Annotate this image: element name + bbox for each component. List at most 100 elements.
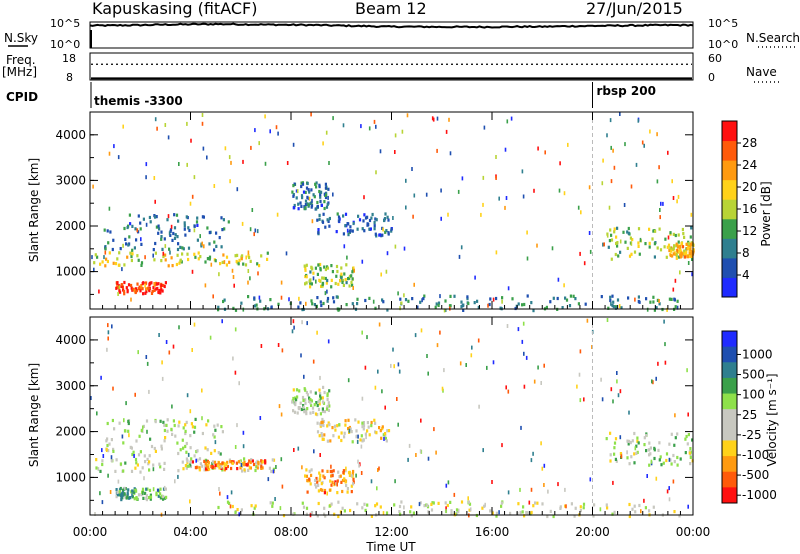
echo-cell [301, 501, 304, 505]
echo-cell [306, 202, 309, 206]
echo-cell [352, 221, 355, 226]
echo-cell [124, 495, 127, 499]
echo-cell [445, 506, 447, 511]
echo-cell [268, 466, 271, 470]
echo-cell [612, 305, 615, 309]
echo-cell [278, 404, 281, 409]
echo-cell [260, 464, 263, 468]
echo-cell [127, 488, 130, 492]
echo-cell [199, 255, 202, 259]
echo-cell [670, 432, 673, 436]
echo-cell [247, 269, 250, 273]
echo-cell [181, 460, 184, 464]
echo-cell [225, 466, 228, 471]
echo-cell [436, 116, 439, 121]
echo-cell [182, 467, 185, 471]
echo-cell [129, 496, 132, 500]
echo-cell [109, 230, 112, 234]
echo-cell [612, 148, 614, 153]
echo-cell [212, 294, 214, 299]
echo-cell [233, 283, 235, 288]
echo-cell [377, 369, 379, 374]
echo-cell [215, 244, 218, 248]
echo-cell [184, 423, 187, 427]
freq-tick-bottom: 8 [66, 71, 73, 84]
echo-cell [319, 375, 321, 380]
echo-cell [193, 224, 196, 228]
echo-cell [313, 303, 316, 307]
echo-cell [482, 448, 484, 453]
echo-cell [643, 143, 645, 148]
echo-cell [221, 319, 223, 324]
echo-cell [107, 449, 110, 453]
echo-cell [326, 491, 328, 496]
echo-cell [444, 501, 447, 505]
echo-cell [681, 227, 684, 232]
echo-cell [315, 401, 318, 405]
echo-cell [118, 285, 121, 290]
echo-cell [525, 355, 528, 360]
echo-cell [99, 491, 101, 496]
echo-cell [386, 308, 389, 312]
echo-cell [177, 242, 180, 246]
echo-cell [309, 270, 312, 274]
echo-cell [259, 416, 262, 420]
echo-cell [320, 420, 323, 425]
echo-cell [213, 466, 216, 470]
echo-cell [144, 255, 146, 260]
echo-cell [302, 404, 305, 408]
echo-cell [398, 510, 401, 514]
echo-cell [405, 178, 407, 183]
echo-cell [201, 113, 204, 117]
echo-cell [317, 231, 320, 235]
echo-cell [601, 181, 604, 186]
echo-cell [605, 437, 608, 441]
echo-cell [342, 123, 345, 128]
echo-cell [361, 396, 364, 401]
echo-cell [260, 459, 263, 463]
echo-cell [316, 204, 319, 209]
echo-cell [295, 388, 299, 392]
echo-cell [610, 238, 614, 242]
y-tick-label: 2000 [55, 425, 86, 439]
echo-cell [381, 298, 384, 302]
cpid-segment-themis: themis -3300 [94, 94, 183, 108]
echo-cell [580, 210, 582, 215]
velocity-colorbar-tick-label: -500 [742, 468, 769, 482]
echo-cell [159, 496, 162, 500]
echo-cell [356, 302, 359, 306]
echo-cell [100, 375, 102, 380]
echo-cell [466, 297, 469, 301]
echo-cell [489, 297, 492, 301]
echo-cell [122, 469, 125, 473]
echo-cell [239, 466, 242, 470]
echo-cell [572, 294, 575, 298]
echo-cell [583, 261, 586, 266]
echo-cell [629, 441, 632, 445]
echo-cell [467, 496, 469, 501]
echo-cell [261, 460, 264, 464]
echo-cell [606, 318, 609, 322]
echo-cell [460, 305, 463, 309]
echo-cell [613, 510, 616, 514]
velocity-colorbar-segment [722, 377, 737, 395]
echo-cell [131, 224, 134, 228]
echo-cell [326, 278, 329, 283]
echo-cell [338, 217, 341, 221]
echo-cell [650, 459, 653, 464]
echo-cell [154, 117, 157, 122]
echo-cell [156, 126, 158, 131]
echo-cell [601, 397, 604, 402]
echo-cell [465, 363, 467, 367]
echo-cell [348, 284, 351, 288]
echo-cell [338, 423, 341, 427]
echo-cell [385, 229, 388, 233]
echo-cell [657, 448, 660, 452]
echo-cell [174, 434, 177, 438]
echo-cell [500, 501, 503, 505]
x-tick-label: 04:00 [173, 525, 208, 539]
echo-cell [176, 441, 179, 445]
echo-cell [214, 463, 217, 468]
echo-cell [240, 508, 243, 512]
echo-cell [127, 496, 131, 500]
